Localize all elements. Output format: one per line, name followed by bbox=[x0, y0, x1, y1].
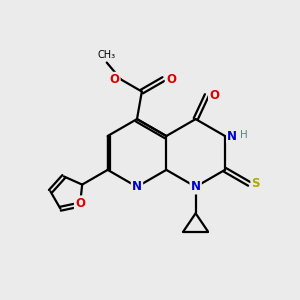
Text: S: S bbox=[251, 177, 260, 190]
Text: O: O bbox=[166, 73, 176, 85]
Text: N: N bbox=[227, 130, 237, 142]
Text: CH₃: CH₃ bbox=[98, 50, 116, 60]
Text: O: O bbox=[209, 88, 219, 102]
Text: N: N bbox=[132, 180, 142, 193]
Text: O: O bbox=[75, 196, 85, 210]
Text: O: O bbox=[110, 73, 119, 86]
Text: N: N bbox=[190, 180, 201, 193]
Text: H: H bbox=[240, 130, 248, 140]
